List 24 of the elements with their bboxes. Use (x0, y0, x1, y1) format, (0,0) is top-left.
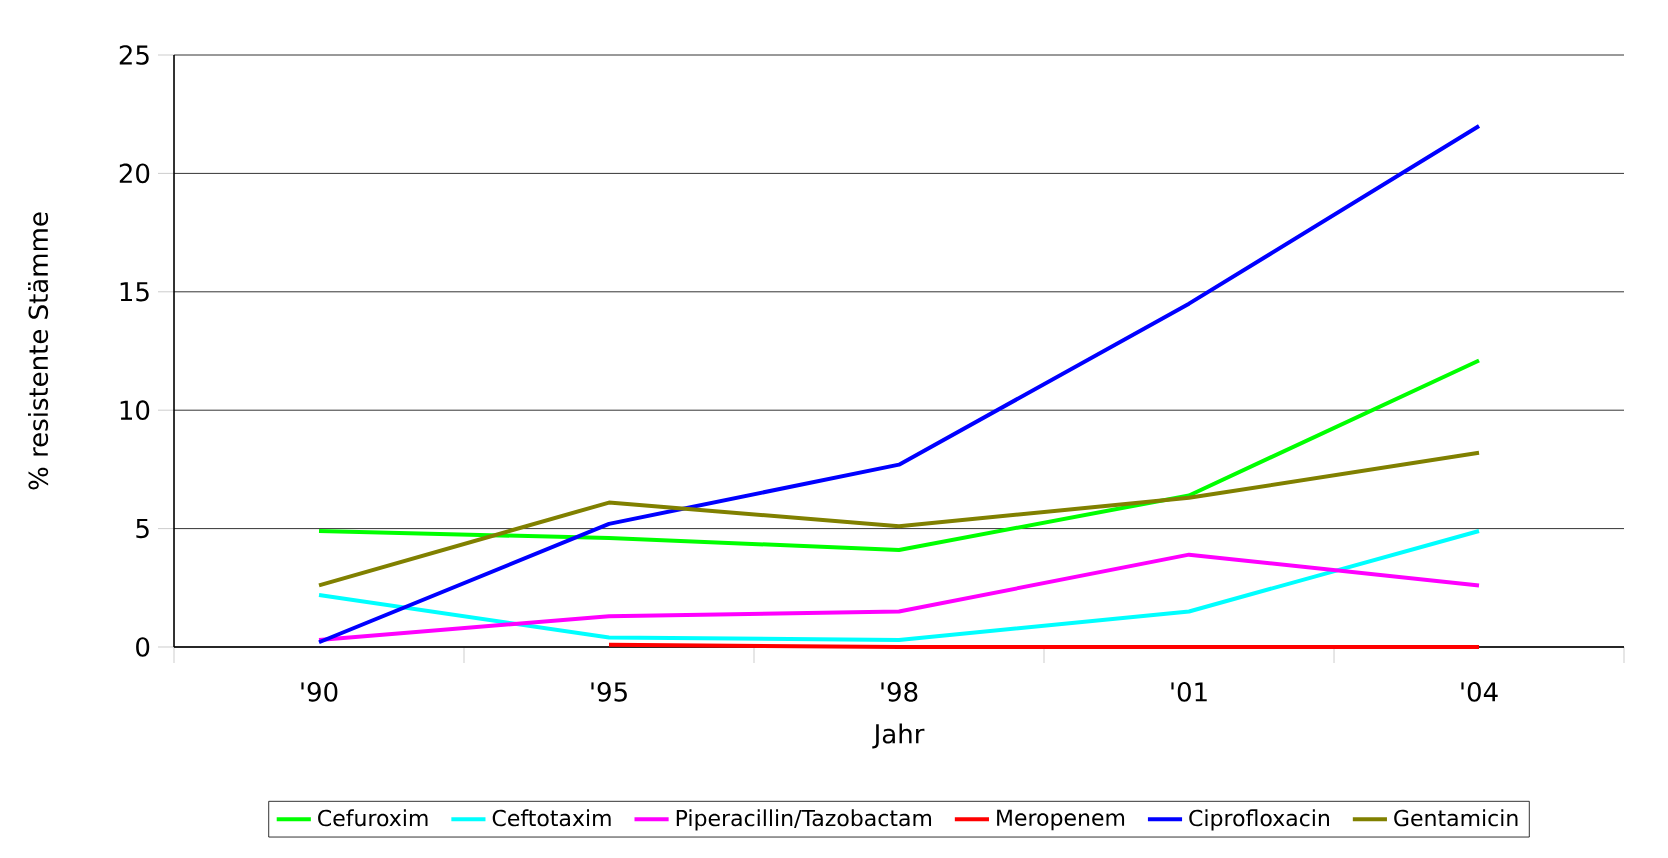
x-tick-label: '98 (881, 682, 918, 702)
line-series (317, 450, 1482, 588)
x-tick-label: '01 (1171, 682, 1207, 702)
legend-label: Gentamicin (1394, 809, 1518, 827)
y-axis-title: % resistente Stämme (28, 212, 49, 490)
line-series (317, 528, 1482, 642)
y-tick-label: 5 (136, 518, 149, 539)
y-tick-label: 25 (119, 45, 149, 65)
y-tick-label: 20 (119, 163, 150, 184)
y-tick-label: 15 (120, 282, 149, 302)
legend-label: Ceftotaxim (492, 809, 611, 827)
line-series (317, 124, 1482, 645)
y-tick-label: 10 (120, 400, 150, 421)
y-tick-label: 0 (136, 637, 150, 657)
legend-label: Cefuroxim (318, 809, 428, 827)
line-series (317, 552, 1482, 642)
x-tick-label: '90 (301, 682, 338, 702)
line-series (317, 358, 1482, 552)
legend-label: Ciprofloxacin (1189, 809, 1329, 831)
x-axis-title: Jahr (872, 723, 925, 749)
x-tick-label: '95 (591, 682, 627, 702)
x-tick-label: '04 (1461, 682, 1498, 702)
legend-label: Piperacillin/Tazobactam (676, 809, 932, 831)
legend-label: Meropenem (997, 809, 1125, 831)
